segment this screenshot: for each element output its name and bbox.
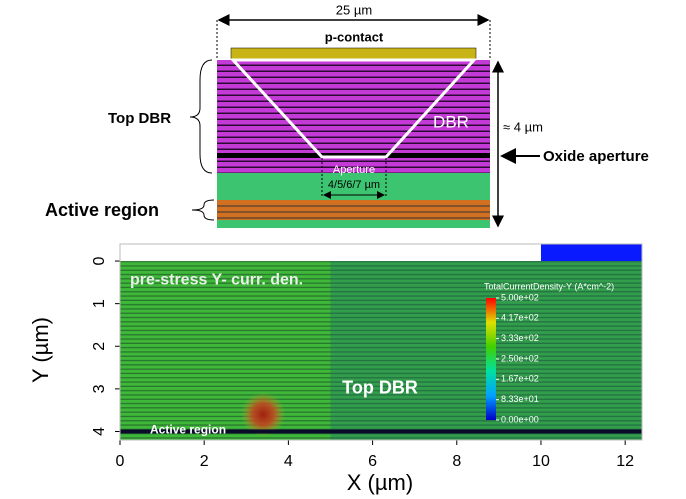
colorbar-tick-label: 5.00e+02 [501, 292, 539, 302]
colorbar-tick-label: 0.00e+00 [501, 414, 539, 424]
y-tick-label: 1 [91, 299, 108, 308]
active-label: Active region [45, 200, 159, 220]
y-axis-label: Y (µm) [28, 317, 53, 383]
colorbar [486, 298, 496, 420]
colorbar-title: TotalCurrentDensity-Y (A*cm^-2) [484, 281, 614, 291]
aperture-sizes: 4/5/6/7 µm [328, 179, 380, 191]
schematic: 25 µm p-contact DBR Aperture 4/5/6/7 µm … [45, 2, 649, 228]
contact-label: p-contact [325, 29, 384, 44]
aperture-label: Aperture [333, 164, 375, 176]
y-tick-label: 4 [91, 427, 108, 436]
plot-title: pre-stress Y- curr. den. [130, 271, 303, 288]
y-tick-label: 2 [91, 342, 108, 351]
dbr-label: DBR [433, 112, 469, 131]
active-layers [217, 200, 490, 220]
x-tick-label: 2 [200, 453, 209, 470]
oxide-label: Oxide aperture [543, 148, 649, 165]
contact-region [541, 244, 642, 261]
top-dbr-label: Top DBR [108, 110, 171, 127]
colorbar-tick-label: 1.67e+02 [501, 374, 539, 384]
y-tick-label: 0 [91, 256, 108, 265]
colorbar-tick-label: 2.50e+02 [501, 353, 539, 363]
plot: Y (µm) X (µm) pre-stress Y- curr. den. To… [28, 244, 642, 495]
active-label: Active region [150, 423, 226, 437]
width-label: 25 µm [336, 2, 372, 17]
brace [192, 200, 214, 220]
x-tick-label: 12 [616, 453, 634, 470]
brace [190, 60, 212, 173]
page: 25 µm p-contact DBR Aperture 4/5/6/7 µm … [0, 0, 686, 499]
x-tick-label: 4 [284, 453, 293, 470]
annotation: Top DBR [342, 378, 418, 398]
p-contact [231, 48, 476, 59]
x-tick-label: 0 [116, 453, 125, 470]
colorbar-tick-label: 4.17e+02 [501, 313, 539, 323]
x-tick-label: 8 [452, 453, 461, 470]
colorbar-tick-label: 8.33e+01 [501, 394, 539, 404]
x-tick-label: 10 [532, 453, 550, 470]
x-tick-label: 6 [368, 453, 377, 470]
colorbar-tick-label: 3.33e+02 [501, 333, 539, 343]
figure: 25 µm p-contact DBR Aperture 4/5/6/7 µm … [0, 0, 686, 499]
height-label: ≈ 4 µm [503, 119, 543, 134]
y-tick-label: 3 [91, 384, 108, 393]
x-axis-label: X (µm) [347, 470, 413, 495]
